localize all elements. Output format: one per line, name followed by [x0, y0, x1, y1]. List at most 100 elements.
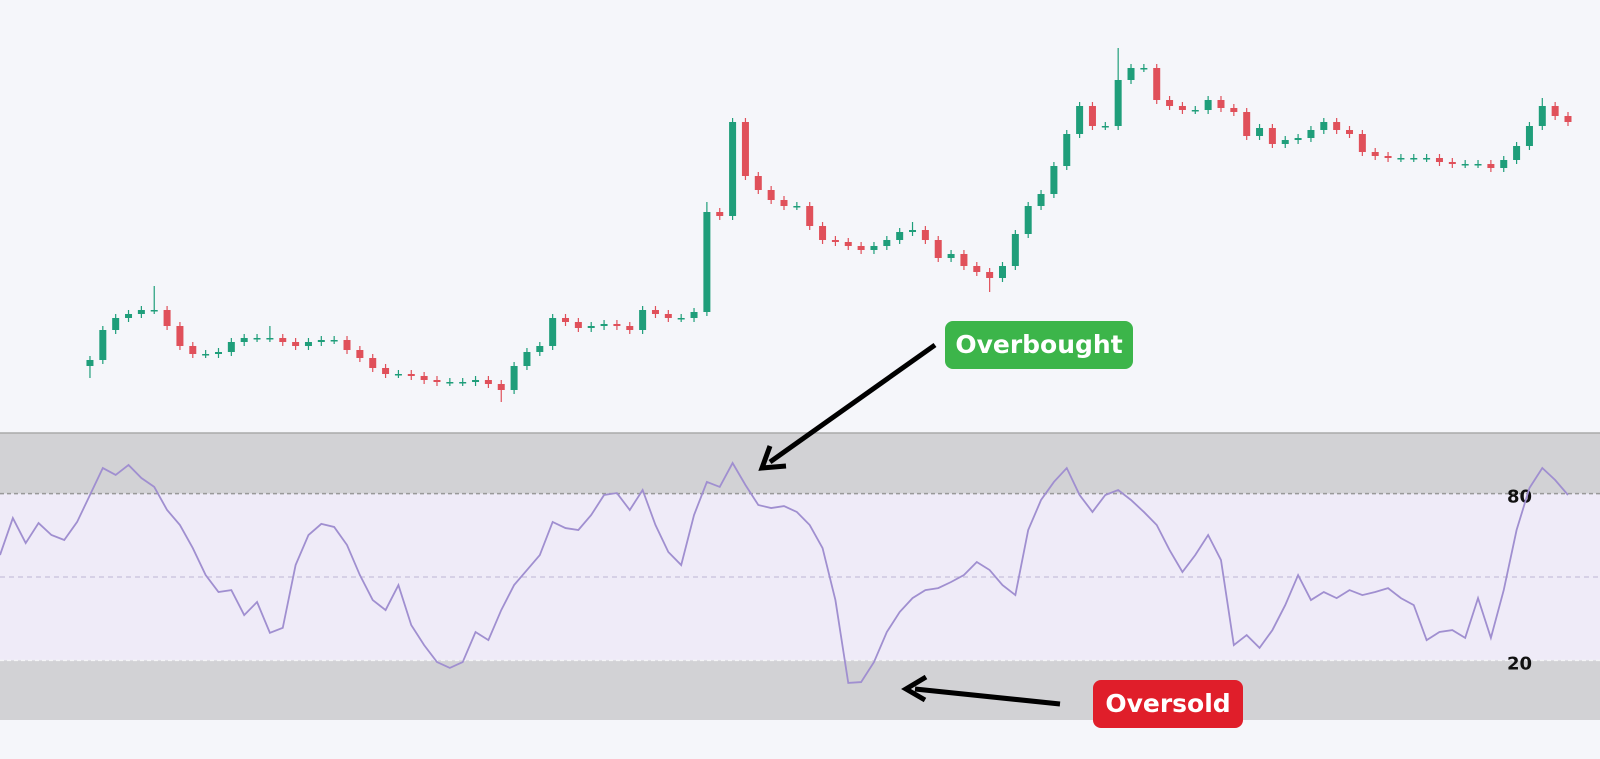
- candle-body: [1050, 166, 1058, 194]
- candle-body: [651, 310, 659, 314]
- candle-body: [1513, 146, 1521, 160]
- candle-body: [1243, 112, 1251, 136]
- candle-body: [793, 206, 801, 208]
- candle-body: [767, 190, 775, 200]
- candle-body: [831, 240, 839, 242]
- candle-body: [870, 246, 878, 250]
- overbought-annotation: Overbought: [758, 321, 1133, 471]
- candle-body: [1230, 108, 1238, 112]
- candle-body: [369, 358, 377, 368]
- candle-body: [1204, 100, 1212, 110]
- candle-body: [1358, 134, 1366, 152]
- candle-body: [1011, 234, 1019, 266]
- candle-body: [587, 326, 595, 328]
- candle-body: [600, 324, 608, 326]
- candle-body: [1217, 100, 1225, 108]
- candle-body: [1371, 152, 1379, 156]
- candle-body: [343, 340, 351, 350]
- candle-body: [125, 314, 133, 318]
- candle-body: [536, 346, 544, 352]
- candle-body: [1448, 162, 1456, 164]
- candle-body: [1256, 128, 1264, 136]
- candle-body: [1294, 138, 1302, 140]
- candle-body: [1281, 140, 1289, 144]
- candle-body: [921, 230, 929, 240]
- candle-body: [896, 232, 904, 240]
- arrow: [914, 686, 1061, 707]
- annotation-badge: [1093, 680, 1243, 728]
- candle-body: [484, 380, 492, 384]
- candle-body: [986, 272, 994, 278]
- candle-body: [214, 352, 222, 354]
- candle-body: [433, 380, 441, 382]
- candle-body: [356, 350, 364, 358]
- candle-body: [780, 200, 788, 206]
- candle-body: [973, 266, 981, 272]
- candle-body: [639, 310, 647, 330]
- candle-body: [1024, 206, 1032, 234]
- candle-body: [1333, 122, 1341, 130]
- candle-body: [716, 212, 724, 216]
- annotation-badge: [945, 321, 1133, 369]
- candle-body: [998, 266, 1006, 278]
- arrow: [768, 342, 937, 465]
- candle-body: [1307, 130, 1315, 138]
- candle-body: [934, 240, 942, 258]
- candle-body: [703, 212, 711, 312]
- candle-body: [960, 254, 968, 266]
- candle-body: [99, 330, 107, 360]
- candle-body: [86, 360, 94, 366]
- candle-body: [1076, 106, 1084, 134]
- candle-body: [137, 310, 145, 314]
- candle-body: [1474, 164, 1482, 166]
- candle-body: [1551, 106, 1559, 116]
- candle-body: [1423, 158, 1431, 160]
- candle-body: [1101, 126, 1109, 128]
- annotation-text: Oversold: [1105, 689, 1230, 718]
- candle-body: [459, 382, 467, 384]
- candle-body: [202, 354, 210, 356]
- candle-body: [1063, 134, 1071, 166]
- candle-body: [1268, 128, 1276, 144]
- candle-body: [690, 312, 698, 318]
- candle-body: [189, 346, 197, 354]
- oversold-zone: [0, 660, 1600, 720]
- candle-body: [1500, 160, 1508, 168]
- candle-body: [330, 340, 338, 342]
- candle-body: [1435, 158, 1443, 162]
- candle-body: [1397, 158, 1405, 160]
- candle-body: [1346, 130, 1354, 134]
- candle-body: [292, 342, 300, 346]
- candle-body: [510, 366, 518, 390]
- candle-body: [1538, 106, 1546, 126]
- candle-body: [857, 246, 865, 250]
- candle-body: [240, 338, 248, 342]
- candle-body: [150, 310, 158, 312]
- candle-body: [420, 376, 428, 380]
- candle-body: [446, 382, 454, 384]
- candle-body: [883, 240, 891, 246]
- candle-body: [1178, 106, 1186, 110]
- candle-body: [1320, 122, 1328, 130]
- candle-body: [176, 326, 184, 346]
- marks: [0, 48, 1572, 684]
- candle-body: [664, 314, 672, 318]
- candle-body: [1127, 68, 1135, 80]
- candle-body: [1114, 80, 1122, 126]
- candle-body: [1153, 68, 1161, 100]
- annotation-text: Overbought: [955, 330, 1122, 359]
- candle-body: [819, 226, 827, 240]
- candle-body: [1140, 68, 1148, 70]
- candle-body: [729, 122, 737, 216]
- candle-body: [1525, 126, 1533, 146]
- candle-body: [741, 122, 749, 176]
- candle-body: [1191, 110, 1199, 112]
- candle-body: [1037, 194, 1045, 206]
- candle-body: [1088, 106, 1096, 126]
- candle-body: [304, 342, 312, 346]
- candle-body: [1166, 100, 1174, 106]
- candle-body: [1461, 164, 1469, 166]
